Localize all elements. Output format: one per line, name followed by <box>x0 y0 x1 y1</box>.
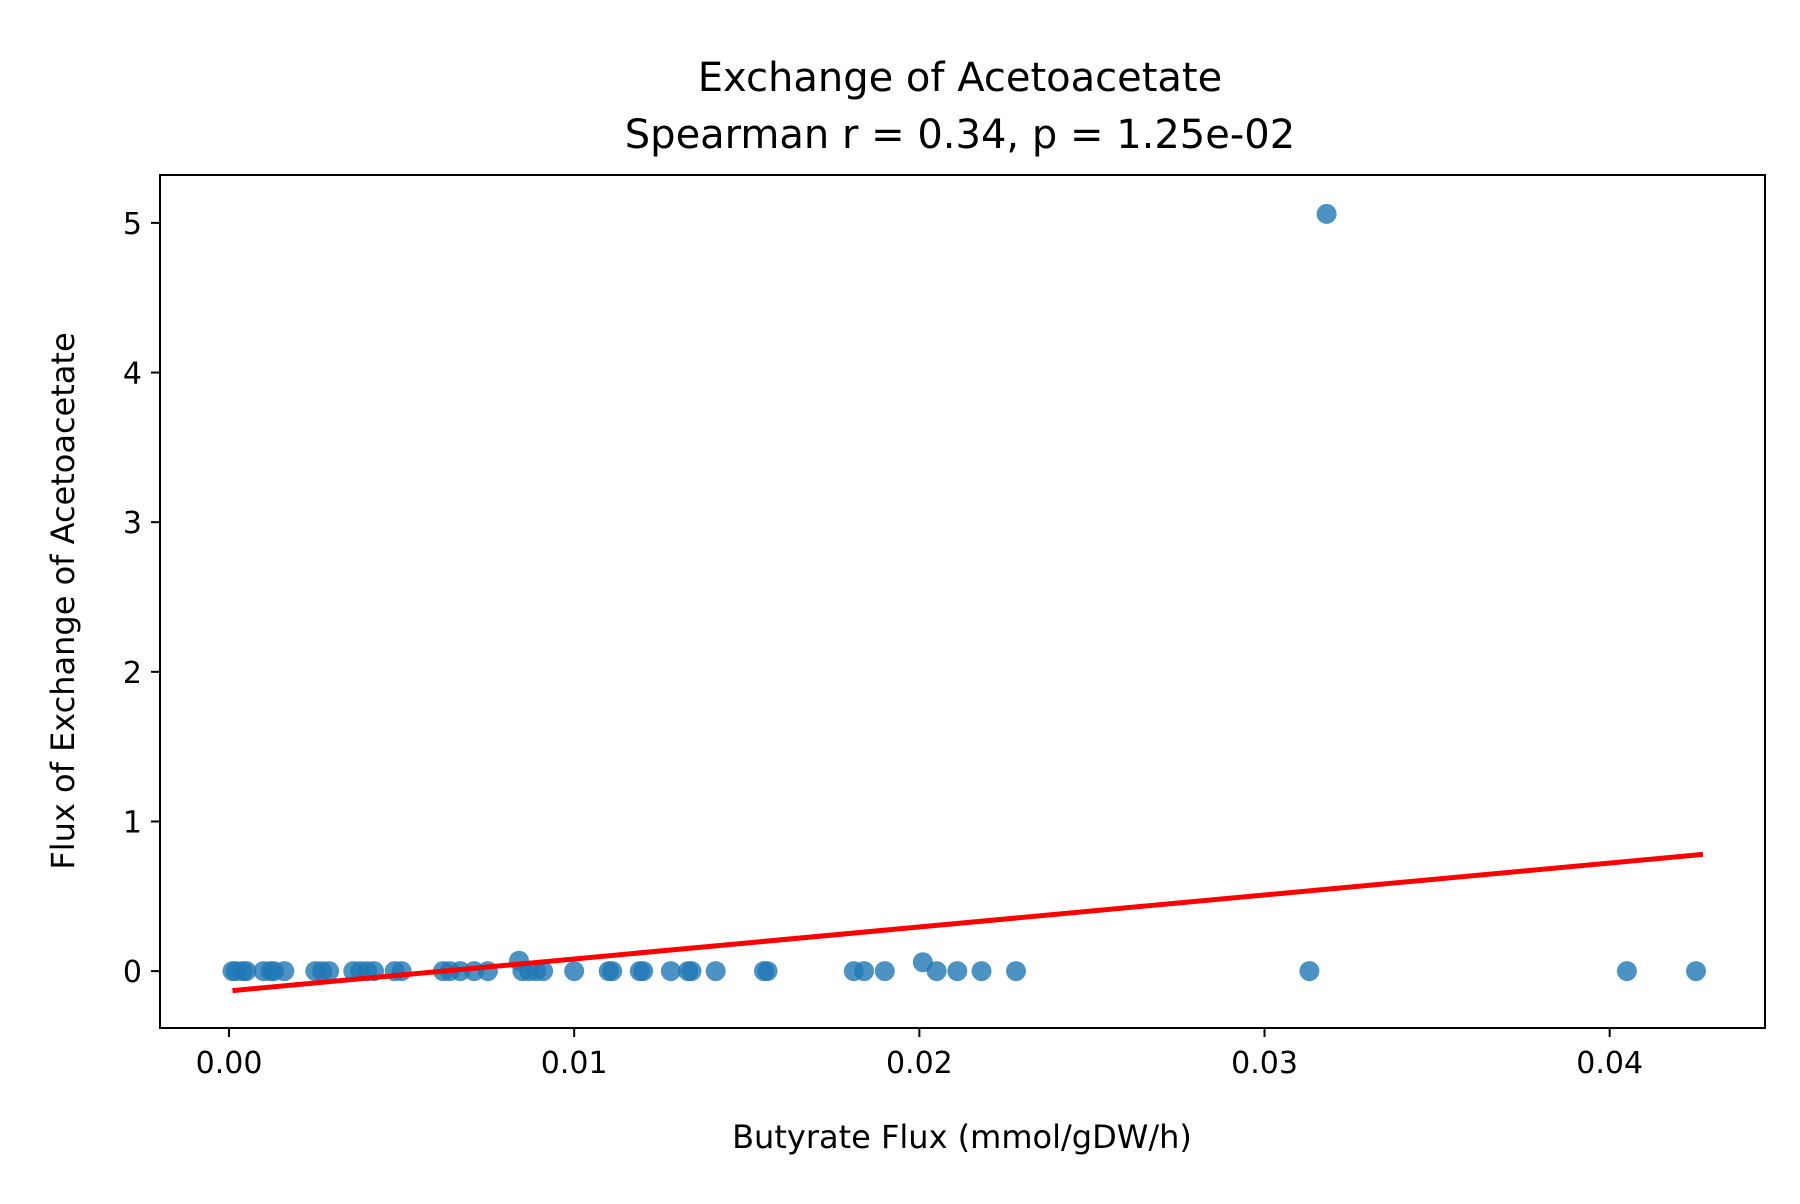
data-point <box>1299 961 1320 982</box>
data-point <box>854 961 875 982</box>
data-point <box>533 961 554 982</box>
x-axis-ticks: 0.00 0.01 0.02 0.03 0.04 <box>196 1028 1643 1081</box>
x-tick-label: 0.00 <box>196 1046 263 1081</box>
data-point <box>681 961 702 982</box>
data-point <box>947 961 968 982</box>
data-point <box>1686 961 1706 982</box>
y-tick-label: 1 <box>123 805 142 840</box>
data-point <box>1616 961 1637 982</box>
x-axis-label: Butyrate Flux (mmol/gDW/h) <box>732 1118 1192 1156</box>
plot-area-frame <box>159 174 1766 1029</box>
data-point <box>1316 203 1337 224</box>
y-tick-label: 2 <box>123 656 142 691</box>
data-point <box>660 961 681 982</box>
data-point <box>391 961 412 982</box>
x-tick-label: 0.01 <box>541 1046 608 1081</box>
y-tick-label: 5 <box>123 207 142 242</box>
y-tick-label: 4 <box>123 357 142 392</box>
data-point <box>236 961 257 982</box>
data-point <box>926 961 947 982</box>
data-point <box>971 961 992 982</box>
data-point <box>705 961 726 982</box>
chart-title: Exchange of Acetoacetate <box>698 55 1222 101</box>
x-tick-label: 0.03 <box>1231 1046 1298 1081</box>
y-tick-label: 0 <box>123 955 142 990</box>
chart-subtitle: Spearman r = 0.34, p = 1.25e-02 <box>625 112 1295 158</box>
fit-line-group <box>232 851 1704 994</box>
data-point <box>602 961 623 982</box>
data-point <box>874 961 895 982</box>
x-tick-label: 0.02 <box>886 1046 953 1081</box>
y-tick-label: 3 <box>123 506 142 541</box>
fit-line <box>232 851 1704 994</box>
y-axis-label: Flux of Exchange of Acetoacetate <box>44 332 82 869</box>
data-point <box>319 961 340 982</box>
data-point <box>633 961 654 982</box>
data-point <box>757 961 778 982</box>
data-point <box>274 961 295 982</box>
data-point <box>1006 961 1026 982</box>
data-point <box>564 961 585 982</box>
x-tick-label: 0.04 <box>1576 1046 1643 1081</box>
y-axis-ticks: 0 1 2 3 4 5 <box>123 207 160 990</box>
